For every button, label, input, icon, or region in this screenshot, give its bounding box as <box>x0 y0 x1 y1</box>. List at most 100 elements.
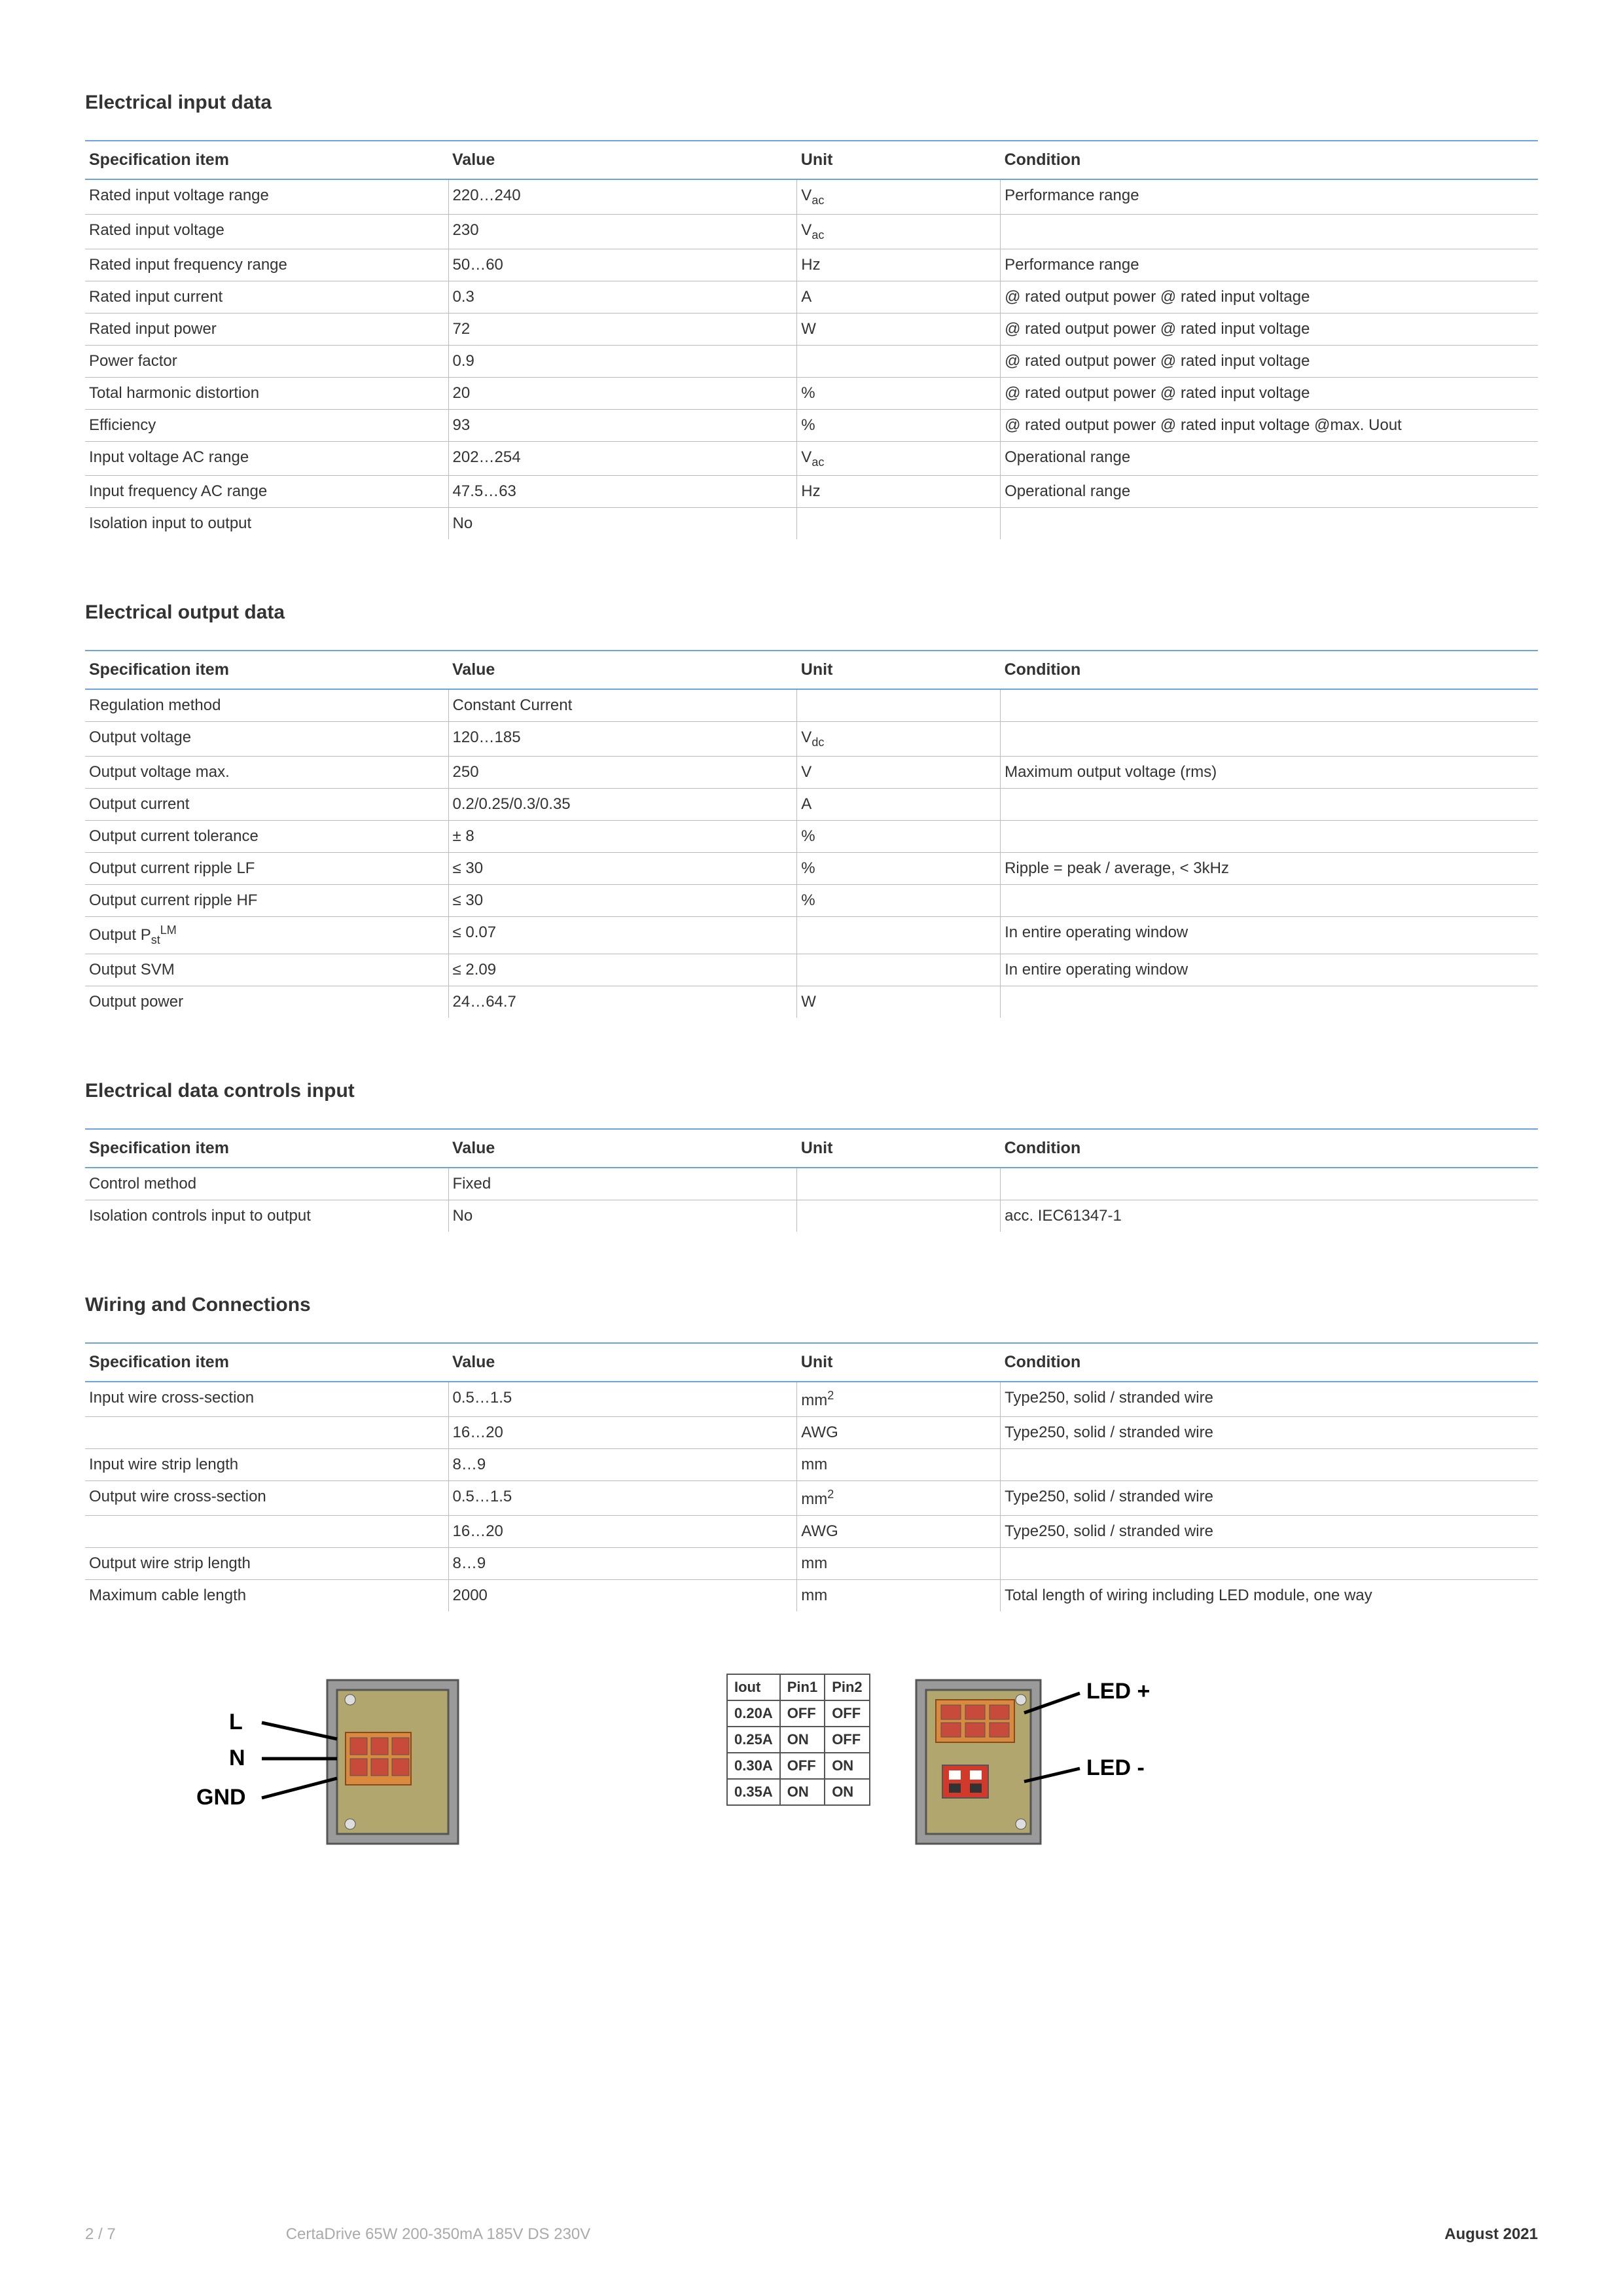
cell <box>1001 986 1538 1018</box>
cell: Output current ripple HF <box>85 885 448 917</box>
cell <box>85 1515 448 1547</box>
cell: mm2 <box>797 1480 1001 1515</box>
table-row: Input frequency AC range47.5…63HzOperati… <box>85 476 1538 508</box>
col-header: Specification item <box>85 1343 448 1382</box>
dip-row: 0.35AONON <box>727 1779 870 1805</box>
table-row: Power factor0.9@ rated output power @ ra… <box>85 345 1538 377</box>
cell: Vdc <box>797 722 1001 757</box>
dip-cell: 0.20A <box>727 1700 780 1727</box>
cell: Rated input current <box>85 281 448 313</box>
cell: Output wire strip length <box>85 1547 448 1579</box>
cell: Rated input voltage range <box>85 179 448 214</box>
table-row: Regulation methodConstant Current <box>85 689 1538 722</box>
cell: % <box>797 377 1001 409</box>
table-row: Output current tolerance± 8% <box>85 821 1538 853</box>
cell: % <box>797 853 1001 885</box>
cell: V <box>797 757 1001 789</box>
cell: Total harmonic distortion <box>85 377 448 409</box>
cell: Type250, solid / stranded wire <box>1001 1480 1538 1515</box>
dip-row: 0.25AONOFF <box>727 1727 870 1753</box>
cell: 16…20 <box>448 1416 797 1448</box>
table-row: Input voltage AC range202…254VacOperatio… <box>85 441 1538 476</box>
cell: Performance range <box>1001 179 1538 214</box>
cell <box>797 1168 1001 1200</box>
cell: Input wire cross-section <box>85 1382 448 1417</box>
cell: Input voltage AC range <box>85 441 448 476</box>
col-header: Specification item <box>85 141 448 179</box>
table-row: Output voltage120…185Vdc <box>85 722 1538 757</box>
dip-cell: OFF <box>825 1727 869 1753</box>
table-row: Isolation controls input to outputNoacc.… <box>85 1200 1538 1232</box>
dip-cell: ON <box>825 1779 869 1805</box>
cell <box>797 954 1001 986</box>
col-header: Condition <box>1001 141 1538 179</box>
table-row: Isolation input to outputNo <box>85 508 1538 540</box>
led-plus-label: LED + <box>1086 1679 1150 1704</box>
cell: 8…9 <box>448 1448 797 1480</box>
table-row: Output wire cross-section0.5…1.5mm2Type2… <box>85 1480 1538 1515</box>
cell: Input wire strip length <box>85 1448 448 1480</box>
cell <box>797 917 1001 954</box>
cell: Type250, solid / stranded wire <box>1001 1382 1538 1417</box>
section-2: Electrical data controls input Specificat… <box>85 1080 1538 1232</box>
table-row: Control methodFixed <box>85 1168 1538 1200</box>
cell <box>797 1200 1001 1232</box>
cell: ≤ 30 <box>448 853 797 885</box>
col-header: Unit <box>797 1343 1001 1382</box>
cell <box>85 1416 448 1448</box>
cell: 230 <box>448 214 797 249</box>
cell: Constant Current <box>448 689 797 722</box>
cell: 202…254 <box>448 441 797 476</box>
cell: 47.5…63 <box>448 476 797 508</box>
cell: @ rated output power @ rated input volta… <box>1001 313 1538 345</box>
cell: A <box>797 281 1001 313</box>
dip-cell: OFF <box>780 1700 825 1727</box>
table-row: 16…20AWGType250, solid / stranded wire <box>85 1515 1538 1547</box>
wiring-label-n: N <box>229 1746 245 1770</box>
cell <box>1001 722 1538 757</box>
table-row: Rated input current0.3A@ rated output po… <box>85 281 1538 313</box>
table-row: Output voltage max.250VMaximum output vo… <box>85 757 1538 789</box>
cell: AWG <box>797 1515 1001 1547</box>
cell <box>1001 1547 1538 1579</box>
cell: A <box>797 789 1001 821</box>
cell: 120…185 <box>448 722 797 757</box>
section-title: Electrical output data <box>85 601 1538 624</box>
cell <box>1001 689 1538 722</box>
cell <box>1001 1168 1538 1200</box>
table-row: Output PstLM≤ 0.07In entire operating wi… <box>85 917 1538 954</box>
cell: mm <box>797 1547 1001 1579</box>
cell: Power factor <box>85 345 448 377</box>
spec-table: Specification itemValueUnitConditionCont… <box>85 1128 1538 1232</box>
cell: Rated input power <box>85 313 448 345</box>
cell: mm2 <box>797 1382 1001 1417</box>
dip-cell: OFF <box>825 1700 869 1727</box>
table-row: Total harmonic distortion20%@ rated outp… <box>85 377 1538 409</box>
cell: In entire operating window <box>1001 917 1538 954</box>
dip-header: Pin1 <box>780 1674 825 1700</box>
section-0: Electrical input dataSpecification itemV… <box>85 92 1538 539</box>
cell: ≤ 0.07 <box>448 917 797 954</box>
table-row: Rated input power72W@ rated output power… <box>85 313 1538 345</box>
cell: Hz <box>797 476 1001 508</box>
cell: No <box>448 1200 797 1232</box>
cell: 0.2/0.25/0.3/0.35 <box>448 789 797 821</box>
table-row: Efficiency93%@ rated output power @ rate… <box>85 409 1538 441</box>
cell: Vac <box>797 179 1001 214</box>
cell <box>797 345 1001 377</box>
cell <box>1001 789 1538 821</box>
cell: 0.5…1.5 <box>448 1480 797 1515</box>
table-row: Output current ripple LF≤ 30%Ripple = pe… <box>85 853 1538 885</box>
dip-cell: ON <box>780 1727 825 1753</box>
cell: 0.9 <box>448 345 797 377</box>
footer-page: 2 / 7 <box>85 2225 116 2244</box>
cell: mm <box>797 1579 1001 1611</box>
section-title: Electrical data controls input <box>85 1080 1538 1102</box>
table-row: Input wire cross-section0.5…1.5mm2Type25… <box>85 1382 1538 1417</box>
cell: Total length of wiring including LED mod… <box>1001 1579 1538 1611</box>
cell: Input frequency AC range <box>85 476 448 508</box>
cell: Output voltage max. <box>85 757 448 789</box>
cell: Type250, solid / stranded wire <box>1001 1515 1538 1547</box>
cell: Operational range <box>1001 476 1538 508</box>
cell: Output voltage <box>85 722 448 757</box>
